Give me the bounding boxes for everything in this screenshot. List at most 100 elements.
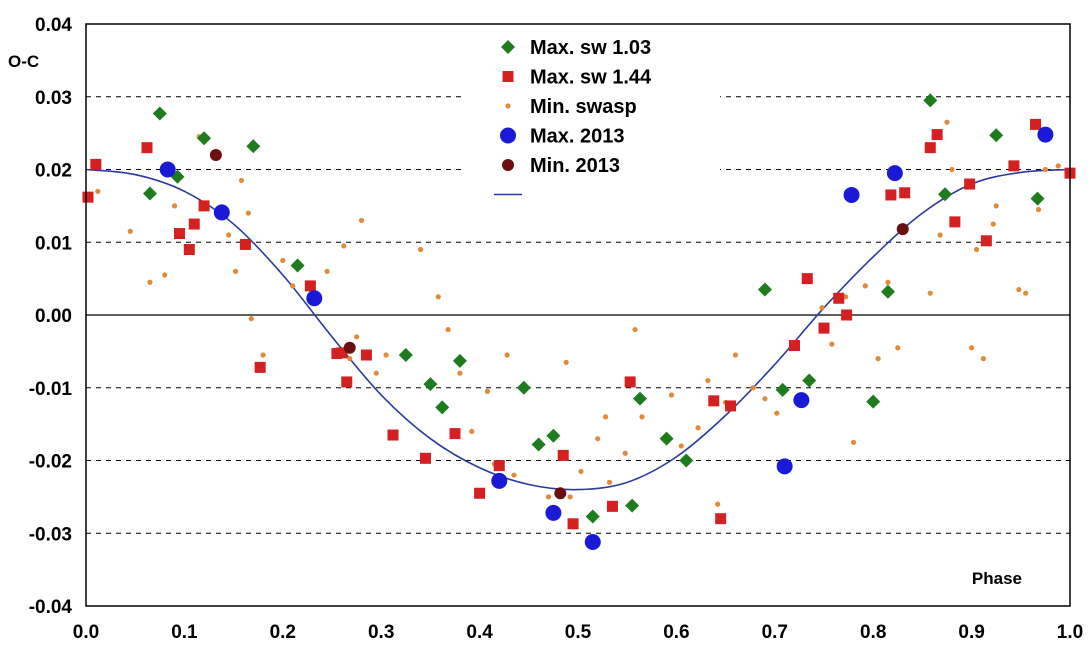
- data-point: [896, 223, 909, 236]
- data-point: [248, 316, 254, 322]
- data-point: [1008, 160, 1020, 172]
- data-point: [238, 177, 245, 184]
- data-point: [750, 385, 756, 391]
- data-point: [516, 380, 531, 395]
- data-point: [245, 210, 251, 216]
- data-point: [398, 348, 413, 363]
- data-point: [602, 414, 609, 420]
- data-point: [1030, 191, 1045, 206]
- data-point: [1035, 206, 1042, 213]
- data-point: [964, 178, 976, 190]
- data-point: [841, 309, 853, 321]
- data-point: [843, 294, 849, 300]
- data-point: [678, 443, 684, 449]
- data-point: [213, 204, 230, 221]
- data-point: [899, 187, 911, 199]
- data-point: [606, 500, 618, 512]
- x-tick-label: 0.6: [663, 622, 689, 643]
- data-point: [632, 326, 638, 333]
- data-point: [775, 382, 790, 397]
- data-point: [557, 449, 569, 461]
- x-tick-label: 0.1: [171, 622, 198, 643]
- data-point: [973, 246, 980, 253]
- data-point: [563, 359, 569, 365]
- data-point: [531, 437, 546, 452]
- y-tick-label: 0.02: [35, 161, 72, 182]
- data-point: [127, 228, 133, 234]
- data-point: [949, 166, 955, 173]
- data-point: [239, 238, 251, 250]
- data-point: [843, 186, 860, 203]
- data-point: [324, 268, 330, 274]
- data-point: [1023, 290, 1029, 296]
- data-point: [511, 472, 517, 478]
- data-point: [360, 349, 372, 361]
- data-point: [774, 410, 780, 416]
- x-tick-label: 0.3: [368, 622, 394, 643]
- data-point: [793, 392, 810, 409]
- data-point: [938, 187, 953, 202]
- data-point: [260, 352, 266, 358]
- data-point: [254, 361, 266, 373]
- data-point: [290, 258, 305, 273]
- data-point: [290, 283, 296, 289]
- data-point: [452, 353, 467, 368]
- data-point: [545, 504, 562, 521]
- data-point: [209, 148, 222, 161]
- x-tick-label: 0.4: [466, 622, 493, 643]
- x-tick-label: 0.8: [860, 622, 886, 643]
- data-point: [491, 472, 508, 489]
- legend-label-3: Max. 2013: [530, 126, 625, 148]
- data-point: [469, 428, 475, 434]
- data-point: [705, 377, 711, 384]
- x-axis-title: Phase: [972, 569, 1022, 588]
- legend-swatch-0: [501, 40, 515, 54]
- data-point: [989, 128, 1004, 143]
- x-tick-label: 0.5: [565, 622, 592, 643]
- y-axis-title: O-C: [8, 52, 39, 71]
- x-tick-label: 0.2: [270, 622, 296, 643]
- data-point: [306, 290, 323, 307]
- data-point: [341, 376, 353, 388]
- data-point: [141, 142, 153, 154]
- data-point: [435, 400, 450, 415]
- data-point: [980, 235, 992, 247]
- data-point: [801, 273, 813, 285]
- data-point: [715, 501, 721, 507]
- data-point: [445, 326, 451, 333]
- data-point: [347, 356, 353, 362]
- legend-label-4: Min. 2013: [530, 155, 620, 177]
- data-point: [457, 370, 463, 376]
- data-point: [949, 216, 961, 228]
- data-point: [95, 188, 101, 194]
- data-point: [246, 139, 261, 154]
- y-tick-label: -0.03: [29, 524, 72, 545]
- y-tick-label: 0.00: [35, 306, 72, 327]
- plot-frame: [85, 23, 1071, 607]
- legend: Max. sw 1.03 Max. sw 1.44 Min. swasp Max. 2…: [494, 37, 652, 196]
- data-point: [183, 244, 195, 256]
- data-point: [358, 217, 365, 224]
- data-point: [632, 391, 647, 406]
- data-point: [980, 356, 987, 362]
- legend-swatch-2: [505, 103, 511, 109]
- y-tick-label: -0.04: [29, 597, 73, 618]
- y-tick-label: 0.01: [35, 233, 72, 254]
- data-point: [818, 322, 830, 334]
- data-point: [546, 428, 561, 443]
- data-point: [732, 352, 739, 358]
- x-tick-label: 1.0: [1057, 622, 1083, 643]
- data-point: [545, 494, 552, 500]
- data-point: [493, 460, 505, 472]
- data-point: [474, 487, 486, 499]
- data-point: [449, 428, 461, 440]
- data-point: [584, 533, 601, 550]
- data-point: [567, 518, 579, 530]
- data-point: [885, 189, 897, 201]
- data-point: [343, 341, 356, 354]
- data-point: [885, 279, 891, 285]
- data-point: [659, 431, 674, 446]
- data-point: [1030, 118, 1042, 130]
- data-point: [171, 203, 178, 209]
